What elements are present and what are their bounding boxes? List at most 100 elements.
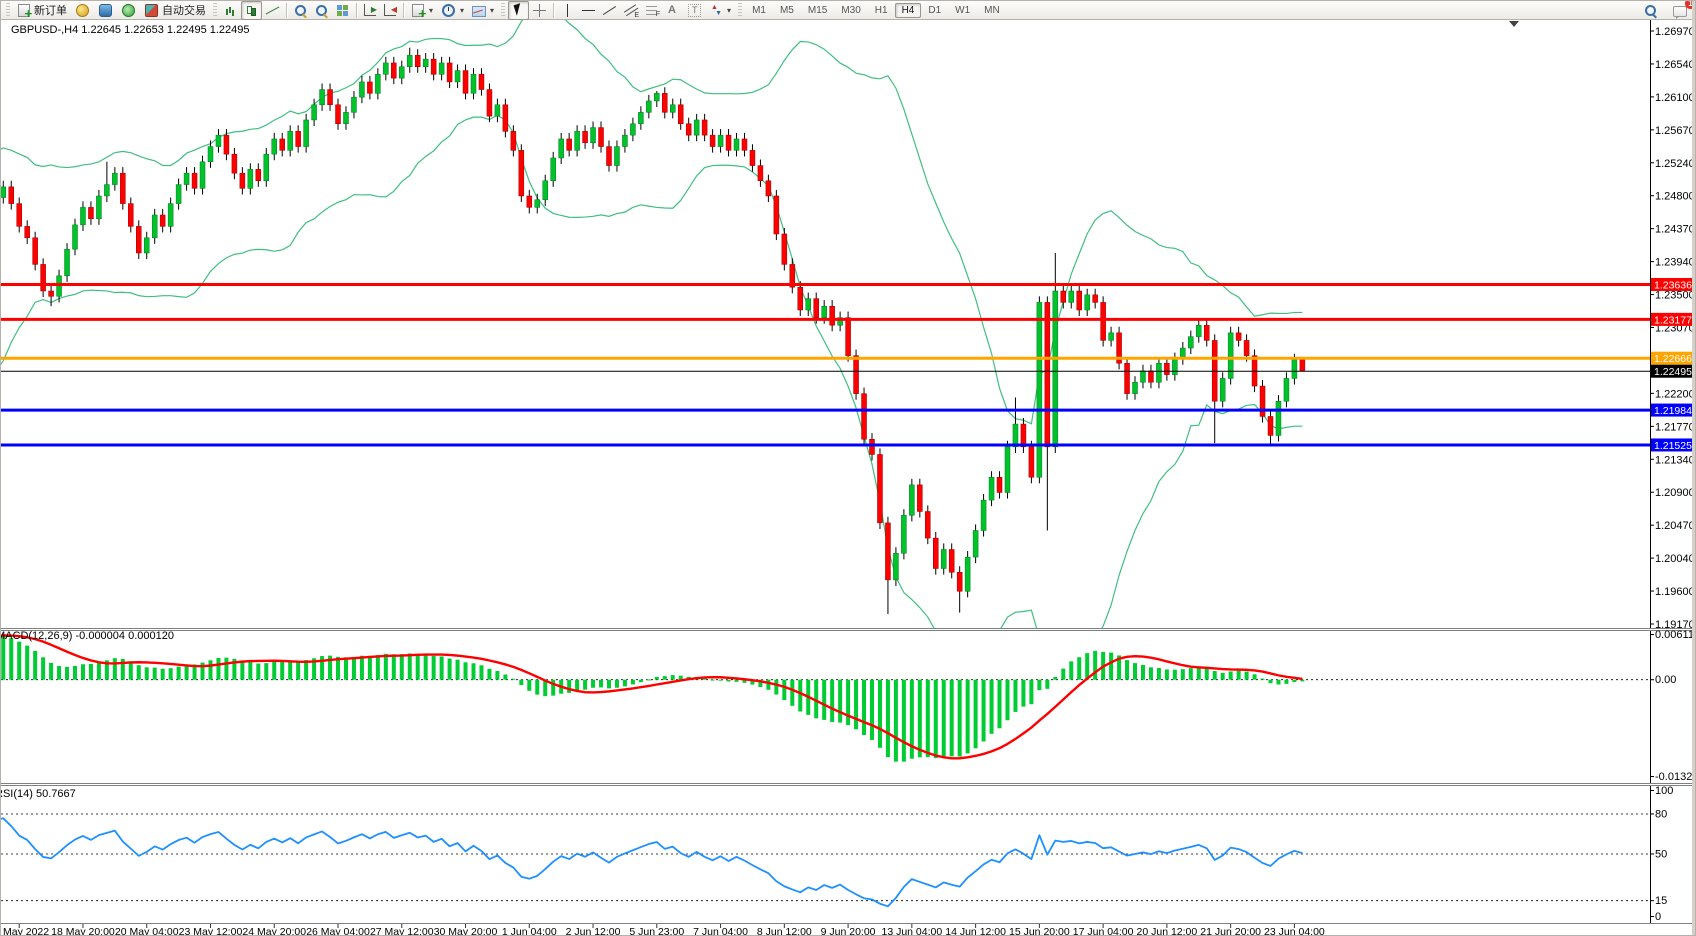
rsi-tick-label: 15 bbox=[1655, 895, 1667, 907]
auto-scroll-button[interactable] bbox=[360, 1, 380, 20]
price-tick-label: 1.19170 bbox=[1655, 619, 1695, 631]
price-tick-label: 1.26540 bbox=[1655, 59, 1695, 71]
bull-candle bbox=[1156, 362, 1162, 383]
time-tick-label: 27 May 12:00 bbox=[370, 926, 434, 936]
bull-candle bbox=[112, 172, 118, 185]
tile-windows-button[interactable] bbox=[332, 1, 353, 20]
price-level-badge bbox=[1651, 403, 1695, 417]
community-button[interactable] bbox=[94, 1, 117, 20]
fibonacci-button[interactable] bbox=[641, 1, 662, 20]
price-axis[interactable]: 1.26970 1.26540 1.26100 1.25670 1.25240 1.248… bbox=[1650, 20, 1696, 924]
timeframe-m1-button[interactable]: M1 bbox=[752, 4, 766, 16]
price-tick-label: 1.20470 bbox=[1655, 520, 1695, 532]
bear-candle bbox=[741, 138, 748, 151]
dropdown-arrow-icon[interactable]: ▾ bbox=[490, 5, 495, 15]
bear-candle bbox=[948, 549, 955, 573]
rsi-value: 50.7667 bbox=[35, 788, 76, 800]
timeframe-m15-button[interactable]: M15 bbox=[807, 4, 828, 16]
bear-candle bbox=[8, 186, 14, 204]
chat-icon bbox=[1673, 6, 1687, 19]
bull-candle bbox=[422, 58, 429, 67]
time-tick-label: 2 Jun 12:00 bbox=[566, 926, 621, 936]
bear-candle bbox=[662, 93, 668, 113]
templates-button[interactable]: ▾ bbox=[468, 1, 498, 20]
equidistant-channel-button[interactable] bbox=[620, 1, 641, 20]
timeframe-w1-button[interactable]: W1 bbox=[955, 4, 971, 16]
bull-candle bbox=[1036, 302, 1043, 478]
time-tick-label: 14 Jun 12:00 bbox=[945, 926, 1006, 936]
vertical-line-button[interactable] bbox=[557, 1, 578, 20]
bear-candle bbox=[1100, 302, 1106, 341]
bull-candle bbox=[614, 146, 620, 166]
chart-shift-marker[interactable] bbox=[1509, 21, 1519, 27]
horizontal-line-button[interactable] bbox=[578, 1, 599, 20]
text-label-button[interactable] bbox=[683, 1, 706, 20]
new-order-label: 新订单 bbox=[34, 5, 67, 17]
bull-candle bbox=[1052, 290, 1059, 448]
time-axis[interactable]: May 2022 18 May 20:00 20 May 04:00 23 May 1… bbox=[3, 924, 1325, 936]
bull-candle bbox=[1132, 381, 1138, 394]
price-level-badge bbox=[1651, 438, 1695, 452]
dropdown-arrow-icon[interactable]: ▾ bbox=[727, 5, 732, 15]
signals-button[interactable] bbox=[117, 1, 140, 20]
auto-trading-button[interactable]: 自动交易 bbox=[140, 1, 210, 20]
macd-axis[interactable]: 0.006114 0.00 -0.013241 bbox=[1650, 629, 1696, 783]
rsi-axis[interactable]: 100 80 50 15 0 bbox=[1650, 785, 1673, 923]
arrows-button[interactable]: ▾ bbox=[706, 1, 735, 20]
price-chart[interactable]: 1.26970 1.26540 1.26100 1.25670 1.25240 1.248… bbox=[1, 20, 1696, 936]
bull-candle bbox=[1196, 324, 1202, 337]
timeframe-d1-button[interactable]: D1 bbox=[928, 4, 942, 16]
new-order-button[interactable]: 新订单 bbox=[13, 1, 71, 20]
timeframe-mn-button[interactable]: MN bbox=[984, 4, 1000, 16]
auto-trading-label: 自动交易 bbox=[162, 5, 206, 17]
bull-candle bbox=[550, 157, 556, 182]
bull-candle bbox=[1108, 332, 1114, 341]
dropdown-arrow-icon[interactable]: ▾ bbox=[460, 5, 465, 15]
profiles-button[interactable]: ▾ bbox=[437, 1, 468, 20]
price-level-badge-text: 1.23177 bbox=[1654, 314, 1692, 326]
cursor-button[interactable] bbox=[508, 1, 530, 20]
macd-panel bbox=[1, 634, 1650, 762]
candlestick-chart-button[interactable] bbox=[241, 1, 262, 20]
bear-candle bbox=[606, 146, 612, 166]
search-icon bbox=[1644, 4, 1657, 17]
bear-candle bbox=[526, 195, 533, 208]
dropdown-arrow-icon[interactable]: ▾ bbox=[429, 5, 434, 15]
new-chart-button[interactable]: ▾ bbox=[407, 1, 437, 20]
chart-area[interactable]: 1.26970 1.26540 1.26100 1.25670 1.25240 1.248… bbox=[1, 20, 1696, 936]
timeframe-h4-button[interactable]: H4 bbox=[894, 2, 922, 18]
bear-candle bbox=[701, 119, 708, 136]
bull-candle bbox=[319, 89, 325, 105]
timeframe-m30-button[interactable]: M30 bbox=[841, 4, 861, 16]
zoom-in-button[interactable] bbox=[290, 1, 311, 20]
zoom-out-button[interactable] bbox=[311, 1, 332, 20]
bull-candle bbox=[104, 184, 110, 197]
rsi-tick-label: 50 bbox=[1655, 848, 1667, 860]
bear-candle bbox=[725, 134, 732, 151]
gold-coins-button[interactable] bbox=[71, 1, 94, 20]
timeframe-m5-button[interactable]: M5 bbox=[779, 4, 794, 16]
line-chart-button[interactable] bbox=[262, 1, 283, 20]
bull-candle bbox=[351, 96, 357, 113]
chart-shift-button[interactable] bbox=[380, 1, 400, 20]
notification-badge: 1 bbox=[1685, 1, 1695, 9]
bear-candle bbox=[1164, 362, 1170, 375]
bear-candle bbox=[861, 393, 867, 440]
bear-candle bbox=[1028, 446, 1035, 478]
bull-candle bbox=[805, 298, 811, 311]
macd-value-main: -0.000004 bbox=[75, 630, 126, 642]
search-button[interactable] bbox=[1640, 1, 1661, 20]
auto-scroll-icon bbox=[364, 4, 377, 16]
bull-candle bbox=[359, 81, 365, 98]
crosshair-button[interactable] bbox=[529, 1, 550, 20]
panel-separators[interactable] bbox=[1, 628, 1696, 924]
price-tick-label: 1.25670 bbox=[1655, 125, 1695, 137]
price-tick-label: 1.22200 bbox=[1655, 388, 1695, 400]
bull-candle bbox=[406, 55, 413, 67]
text-button[interactable] bbox=[662, 1, 683, 20]
timeframe-h1-button[interactable]: H1 bbox=[874, 4, 888, 16]
macd-signal-line bbox=[1, 634, 1303, 760]
bar-chart-button[interactable] bbox=[220, 1, 241, 20]
notifications-button[interactable]: 1 bbox=[1669, 1, 1695, 20]
trendline-button[interactable] bbox=[599, 1, 620, 20]
